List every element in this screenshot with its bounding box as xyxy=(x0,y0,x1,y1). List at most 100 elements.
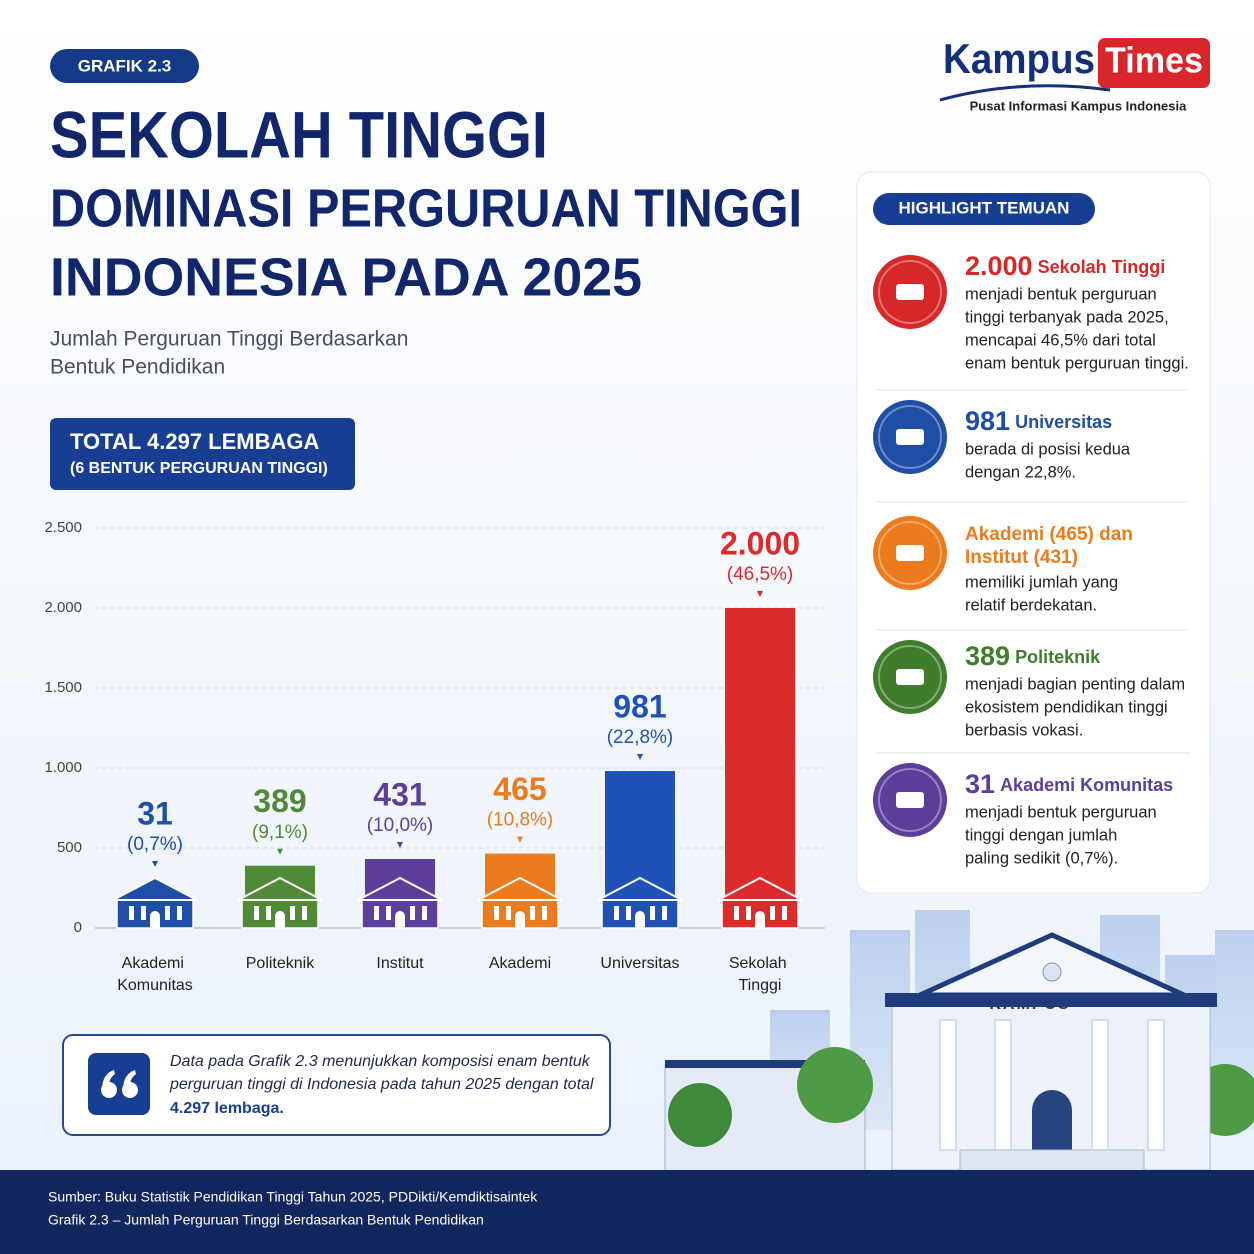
y-tick-label: 2.000 xyxy=(44,599,82,616)
value-label: 2.000 xyxy=(720,525,800,561)
icon-window xyxy=(770,906,775,920)
value-label: 981 xyxy=(613,688,666,724)
highlight-text: mencapai 46,5% dari total xyxy=(965,331,1156,349)
highlight-text: tinggi dengan jumlah xyxy=(965,826,1117,844)
highlight-text: tinggi terbanyak pada 2025, xyxy=(965,308,1169,326)
y-tick-label: 0 xyxy=(74,919,82,936)
pointer xyxy=(152,861,158,867)
icon-window xyxy=(746,906,751,920)
quote-box xyxy=(62,1034,611,1136)
icon-window xyxy=(542,906,547,920)
icon-door xyxy=(755,911,765,928)
quote-line: Data pada Grafik 2.3 menunjukkan komposi… xyxy=(170,1053,591,1070)
quote-tail xyxy=(102,1070,115,1090)
highlight-pill xyxy=(873,193,1095,225)
highlight-icon-ring xyxy=(878,521,942,585)
icon-window xyxy=(374,906,379,920)
title-line: SEKOLAH TINGGI xyxy=(50,97,548,171)
pointer xyxy=(757,591,763,597)
badge xyxy=(50,49,199,83)
icon-glyph xyxy=(896,792,924,808)
value-label: 431 xyxy=(373,776,426,812)
total-subtext: (6 BENTUK PERGURUAN TINGGI) xyxy=(70,460,328,477)
percent-label: (46,5%) xyxy=(727,564,794,585)
column xyxy=(994,1019,1012,1151)
y-tick-label: 1.000 xyxy=(44,759,82,776)
highlight-number: 2.000 xyxy=(965,251,1033,281)
chart-subtitle: Jumlah Perguruan Tinggi Berdasarkan xyxy=(50,328,408,351)
column xyxy=(939,1019,957,1151)
x-tick-label: Institut xyxy=(376,955,424,972)
highlight-icon-ring xyxy=(878,768,942,832)
percent-label: (9,1%) xyxy=(252,822,308,843)
y-tick-label: 2.500 xyxy=(44,519,82,536)
highlight-heading: 31 Akademi Komunitas xyxy=(965,769,1173,799)
icon-window xyxy=(782,906,787,920)
highlight-heading: Akademi (465) dan xyxy=(965,524,1133,545)
icon-window xyxy=(386,906,391,920)
y-tick-label: 500 xyxy=(57,839,82,856)
pointer xyxy=(637,754,643,761)
icon-roof xyxy=(717,876,803,901)
bar xyxy=(725,608,795,928)
icon-window xyxy=(422,906,427,920)
icon-door xyxy=(275,911,285,928)
chart-subtitle: Bentuk Pendidikan xyxy=(50,356,225,379)
icon-window xyxy=(165,906,170,920)
emblem xyxy=(1042,962,1062,982)
percent-label: (10,0%) xyxy=(367,815,434,836)
value-label: 465 xyxy=(493,771,546,807)
quote-line: perguruan tinggi di Indonesia pada tahun… xyxy=(169,1076,594,1093)
highlight-panel xyxy=(856,171,1211,894)
bar-icon xyxy=(357,876,443,929)
highlight-heading: 389 Politeknik xyxy=(965,641,1101,671)
x-tick-label-part: Tinggi xyxy=(739,977,782,994)
badge-text: GRAFIK 2.3 xyxy=(78,56,172,75)
brand-tagline: Pusat Informasi Kampus Indonesia xyxy=(970,98,1187,113)
highlight-heading: 981 Universitas xyxy=(965,406,1112,436)
highlight-text: relatif berdekatan. xyxy=(965,596,1097,614)
icon-roof xyxy=(477,876,563,901)
icon-window xyxy=(650,906,655,920)
brand-swoosh xyxy=(939,84,1111,102)
highlight-label: Sekolah Tinggi xyxy=(1038,257,1166,277)
icon-roof xyxy=(597,876,683,901)
bar-icon xyxy=(112,876,198,929)
quote-mark xyxy=(101,1070,138,1098)
icon-window xyxy=(530,906,535,920)
bar-icon xyxy=(477,876,563,929)
quote-tail xyxy=(123,1070,136,1090)
value-label: 389 xyxy=(253,783,306,819)
highlight-icon-ring xyxy=(878,645,942,709)
icon-window xyxy=(506,906,511,920)
percent-label: (10,8%) xyxy=(487,810,554,831)
x-tick-label: Akademi xyxy=(489,955,551,972)
highlight-number: 31 xyxy=(965,769,995,799)
icon-window xyxy=(129,906,134,920)
highlight-title: HIGHLIGHT TEMUAN xyxy=(899,198,1070,217)
highlight-text: dengan 22,8%. xyxy=(965,463,1076,481)
bar-icon xyxy=(597,876,683,929)
highlight-text: berbasis vokasi. xyxy=(965,721,1083,739)
icon-window xyxy=(266,906,271,920)
highlight-heading: 2.000 Sekolah Tinggi xyxy=(965,251,1165,281)
highlight-number: 389 xyxy=(965,641,1010,671)
icon-window xyxy=(734,906,739,920)
icon-window xyxy=(626,906,631,920)
highlight-list: 2.000 Sekolah Tinggi menjadi bentuk pergu… xyxy=(873,251,1190,867)
icon-glyph xyxy=(896,284,924,300)
total-text: TOTAL 4.297 LEMBAGA xyxy=(70,429,319,454)
column xyxy=(1091,1019,1109,1151)
footer-curve xyxy=(640,1170,1254,1254)
highlight-text: paling sedikit (0,7%). xyxy=(965,849,1118,867)
highlight-number: 981 xyxy=(965,406,1010,436)
icon-roof xyxy=(112,876,198,901)
title-line: INDONESIA PADA 2025 xyxy=(50,247,642,307)
icon-window xyxy=(494,906,499,920)
icon-door xyxy=(635,911,645,928)
icon-glyph xyxy=(896,429,924,445)
y-tick-label: 1.500 xyxy=(44,679,82,696)
icon-roof xyxy=(237,876,323,901)
brand-highlight: Times xyxy=(1105,40,1203,81)
